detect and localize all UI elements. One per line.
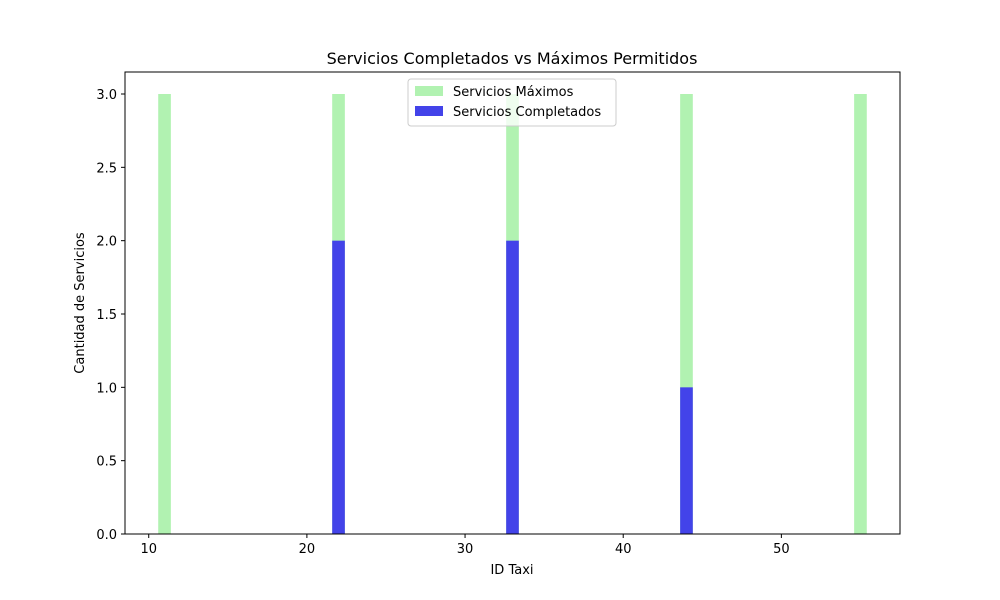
bar-max-55 <box>854 94 867 534</box>
y-axis-ticks: 0.0 0.5 1.0 1.5 2.0 2.5 3.0 <box>96 88 125 543</box>
series-completed-bars <box>332 240 693 534</box>
y-tick-label-3: 3.0 <box>96 88 117 103</box>
x-tick-label-10: 10 <box>140 542 157 557</box>
bar-completed-33 <box>506 240 519 534</box>
y-axis-label: Cantidad de Servicios <box>73 232 88 374</box>
y-tick-label-2.5: 2.5 <box>96 161 117 176</box>
legend-label-completed: Servicios Completados <box>453 105 601 120</box>
legend: Servicios Máximos Servicios Completados <box>407 78 617 127</box>
y-tick-label-1.5: 1.5 <box>96 308 117 323</box>
legend-box <box>407 78 617 127</box>
chart-title: Servicios Completados vs Máximos Permiti… <box>327 49 698 68</box>
y-tick-label-0.5: 0.5 <box>96 455 117 470</box>
bar-max-11 <box>158 94 171 534</box>
y-tick-label-0: 0.0 <box>96 528 117 543</box>
legend-swatch-max <box>415 86 443 96</box>
x-axis-ticks: 10 20 30 40 50 <box>140 534 790 557</box>
legend-label-max: Servicios Máximos <box>453 85 574 100</box>
x-axis-label: ID Taxi <box>490 563 533 578</box>
bar-completed-22 <box>332 240 345 534</box>
x-tick-label-30: 30 <box>457 542 474 557</box>
x-tick-label-50: 50 <box>773 542 790 557</box>
x-tick-label-20: 20 <box>299 542 316 557</box>
x-tick-label-40: 40 <box>615 542 632 557</box>
legend-swatch-completed <box>415 106 443 116</box>
y-tick-label-2: 2.0 <box>96 235 117 250</box>
bar-completed-44 <box>680 387 693 534</box>
plot-frame <box>124 71 901 535</box>
y-tick-label-1: 1.0 <box>96 381 117 396</box>
